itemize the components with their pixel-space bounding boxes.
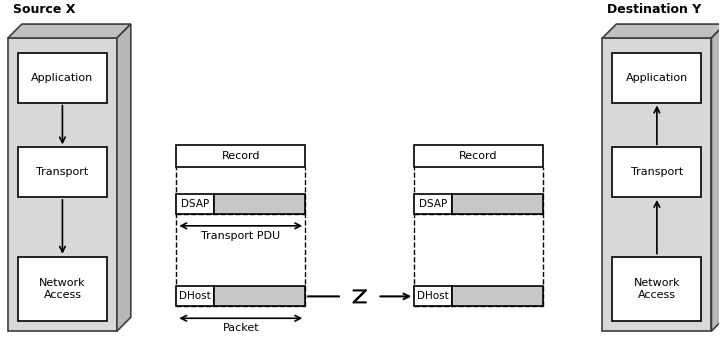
Bar — [414, 145, 543, 167]
Text: Application: Application — [31, 73, 94, 83]
Bar — [176, 287, 214, 306]
Bar — [176, 194, 214, 214]
Text: Destination Y: Destination Y — [608, 3, 701, 16]
Bar — [452, 194, 543, 214]
Polygon shape — [8, 24, 131, 38]
Text: DHost: DHost — [417, 291, 449, 301]
Text: DSAP: DSAP — [181, 199, 209, 209]
Text: Record: Record — [460, 151, 498, 161]
Text: Packet: Packet — [222, 323, 259, 333]
Polygon shape — [117, 24, 131, 331]
Bar — [214, 194, 305, 214]
Bar — [176, 145, 305, 167]
Bar — [612, 257, 701, 321]
Bar — [612, 53, 701, 103]
Bar — [452, 287, 543, 306]
Text: Network
Access: Network Access — [39, 278, 86, 300]
Text: Application: Application — [626, 73, 688, 83]
Text: Source X: Source X — [13, 3, 76, 16]
Bar — [18, 53, 107, 103]
Text: DSAP: DSAP — [419, 199, 447, 209]
Polygon shape — [8, 38, 117, 331]
Bar — [414, 287, 452, 306]
Bar — [18, 257, 107, 321]
Text: Transport: Transport — [36, 167, 89, 177]
Bar — [214, 287, 305, 306]
Text: Record: Record — [221, 151, 260, 161]
Polygon shape — [603, 24, 725, 38]
Text: Transport: Transport — [631, 167, 683, 177]
Polygon shape — [603, 38, 711, 331]
Text: DHost: DHost — [179, 291, 211, 301]
Bar — [414, 194, 452, 214]
Text: Transport PDU: Transport PDU — [201, 231, 280, 241]
Bar — [18, 147, 107, 197]
Polygon shape — [711, 24, 725, 331]
Text: Network
Access: Network Access — [634, 278, 680, 300]
Bar — [612, 147, 701, 197]
